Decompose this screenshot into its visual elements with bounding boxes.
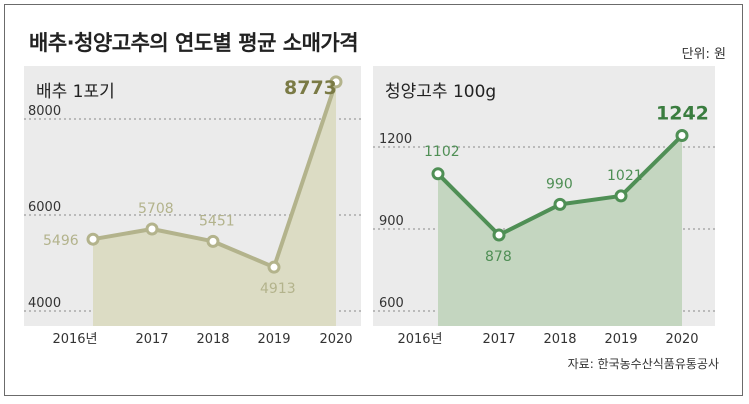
pepper-ytick-label: 1200 bbox=[379, 132, 412, 147]
cabbage-panel-title: 배추 1포기 bbox=[36, 82, 115, 102]
cabbage-data-point bbox=[86, 232, 100, 246]
cabbage-data-point bbox=[267, 260, 281, 274]
chart-title: 배추·청양고추의 연도별 평균 소매가격 bbox=[29, 31, 359, 55]
unit-note: 단위: 원 bbox=[681, 47, 726, 62]
cabbage-xtick-label: 2019 bbox=[257, 332, 290, 347]
pepper-xtick-label: 2020 bbox=[665, 332, 698, 347]
pepper-data-point bbox=[431, 167, 445, 181]
pepper-xtick-label: 2016년 bbox=[397, 332, 442, 347]
cabbage-ytick-label: 8000 bbox=[28, 104, 61, 119]
pepper-data-label: 1242 bbox=[656, 103, 709, 125]
cabbage-data-point bbox=[329, 75, 343, 89]
cabbage-xtick-label: 2017 bbox=[135, 332, 168, 347]
pepper-ytick-label: 900 bbox=[379, 214, 404, 229]
cabbage-data-label: 8773 bbox=[284, 77, 337, 99]
pepper-xtick-label: 2019 bbox=[604, 332, 637, 347]
cabbage-xtick-label: 2018 bbox=[196, 332, 229, 347]
pepper-xtick-label: 2018 bbox=[543, 332, 576, 347]
pepper-data-point bbox=[492, 228, 506, 242]
cabbage-data-point bbox=[206, 234, 220, 248]
cabbage-xtick-label: 2020 bbox=[319, 332, 352, 347]
pepper-area bbox=[438, 135, 682, 326]
cabbage-data-label: 5451 bbox=[199, 213, 235, 229]
cabbage-ytick-label: 6000 bbox=[28, 200, 61, 215]
pepper-data-label: 1021 bbox=[607, 168, 643, 184]
cabbage-ytick-label: 4000 bbox=[28, 296, 61, 311]
pepper-data-point bbox=[614, 189, 628, 203]
pepper-data-label: 878 bbox=[485, 249, 512, 265]
pepper-data-point bbox=[553, 197, 567, 211]
cabbage-data-label: 4913 bbox=[260, 281, 296, 297]
pepper-xtick-label: 2017 bbox=[482, 332, 515, 347]
pepper-data-label: 990 bbox=[546, 176, 573, 192]
pepper-panel-title: 청양고추 100g bbox=[385, 82, 497, 102]
cabbage-data-point bbox=[145, 222, 159, 236]
source-note: 자료: 한국농수산식품유통공사 bbox=[567, 357, 719, 371]
cabbage-data-label: 5708 bbox=[138, 201, 174, 217]
pepper-ytick-label: 600 bbox=[379, 296, 404, 311]
cabbage-data-label: 5496 bbox=[43, 233, 79, 249]
cabbage-xtick-label: 2016년 bbox=[52, 332, 97, 347]
pepper-data-point bbox=[675, 129, 689, 143]
pepper-data-label: 1102 bbox=[424, 144, 460, 160]
